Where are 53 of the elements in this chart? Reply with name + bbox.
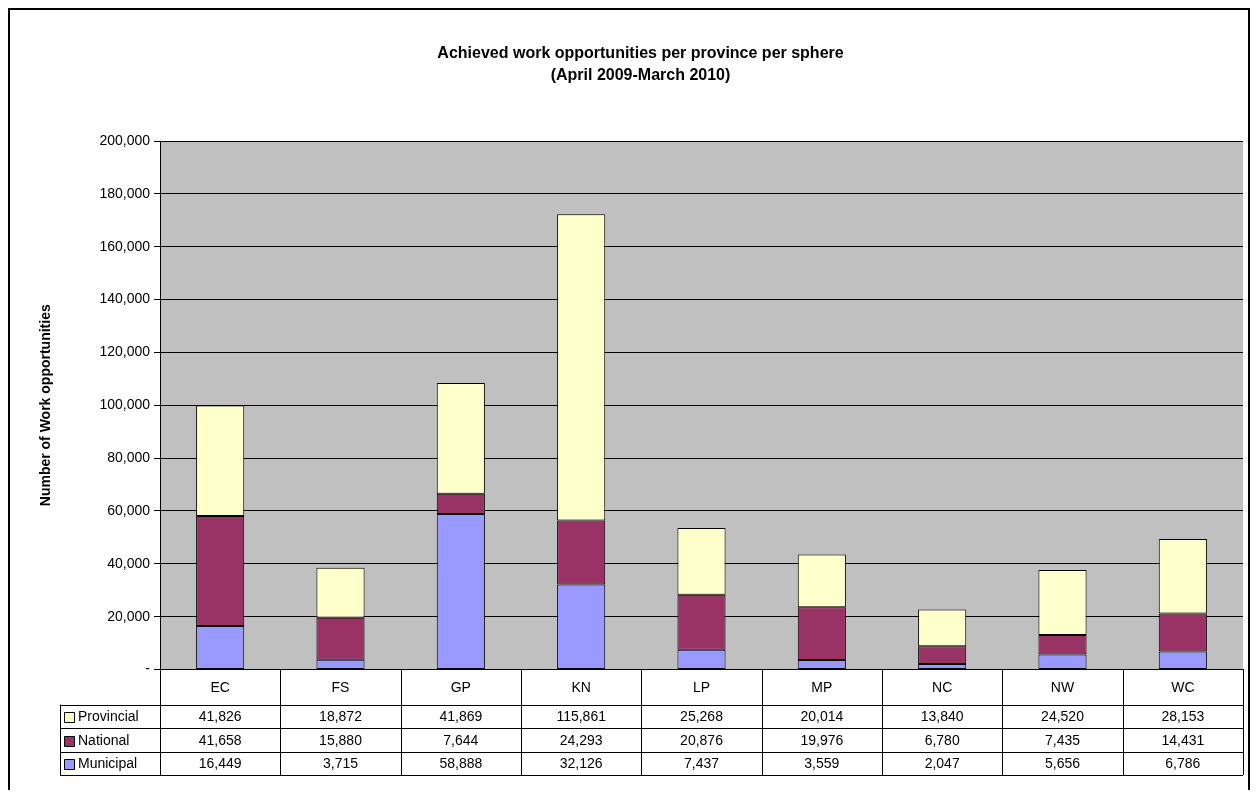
data-label: 7,644 <box>443 731 479 748</box>
data-label: 41,658 <box>198 731 242 748</box>
data-label: 24,293 <box>559 731 603 748</box>
x-tick-label: MP <box>811 678 833 695</box>
data-label: 41,869 <box>439 708 483 725</box>
data-label: 6,786 <box>1165 755 1201 772</box>
y-tick-label: 40,000 <box>107 554 151 571</box>
x-tick-label: GP <box>450 678 471 695</box>
x-tick-label: KN <box>571 678 591 695</box>
data-label: 115,861 <box>556 708 607 725</box>
data-label: 6,780 <box>924 731 960 748</box>
data-label: 41,826 <box>198 708 242 725</box>
data-label: 7,435 <box>1044 731 1081 748</box>
data-label: 20,014 <box>800 708 844 725</box>
y-tick-label: 140,000 <box>99 290 151 307</box>
data-label: 2,047 <box>924 755 960 772</box>
data-label: 18,872 <box>319 708 363 725</box>
data-label: 15,880 <box>319 731 363 748</box>
data-label: 58,888 <box>439 755 483 772</box>
legend-label: National <box>78 731 130 748</box>
y-tick-label: - <box>145 660 151 677</box>
data-label: 3,559 <box>804 755 840 772</box>
legend-label: Provincial <box>78 708 139 725</box>
data-label: 24,520 <box>1041 708 1085 725</box>
chart-title: Achieved work opportunities per province per sphere <box>437 44 844 62</box>
y-tick-label: 160,000 <box>99 237 151 254</box>
data-label: 7,437 <box>683 755 720 772</box>
y-tick-label: 120,000 <box>99 343 151 360</box>
x-tick-label: FS <box>331 678 350 695</box>
x-tick-label: NW <box>1050 678 1075 695</box>
y-tick-label: 180,000 <box>99 184 151 201</box>
data-label: 20,876 <box>680 731 724 748</box>
chart-subtitle: (April 2009-March 2010) <box>550 66 731 84</box>
y-tick-label: 80,000 <box>107 448 151 465</box>
data-label: 14,431 <box>1161 731 1205 748</box>
data-label: 19,976 <box>800 731 844 748</box>
data-label: 5,656 <box>1044 755 1081 772</box>
legend-label: Municipal <box>78 755 138 772</box>
x-tick-label: NC <box>932 678 953 695</box>
data-label: 13,840 <box>920 708 964 725</box>
data-label: 32,126 <box>559 755 603 772</box>
y-tick-label: 100,000 <box>99 396 151 413</box>
y-tick-label: 200,000 <box>99 131 151 148</box>
x-tick-label: WC <box>1171 678 1195 695</box>
y-tick-label: 20,000 <box>107 607 151 624</box>
x-tick-label: LP <box>692 678 711 695</box>
y-tick-label: 60,000 <box>107 501 151 518</box>
data-label: 28,153 <box>1161 708 1205 725</box>
data-label: 16,449 <box>198 755 242 772</box>
x-tick-label: EC <box>210 678 230 695</box>
y-axis-title: Number of Work opportunities <box>37 304 54 507</box>
data-label: 3,715 <box>322 755 359 772</box>
data-label: 25,268 <box>680 708 724 725</box>
